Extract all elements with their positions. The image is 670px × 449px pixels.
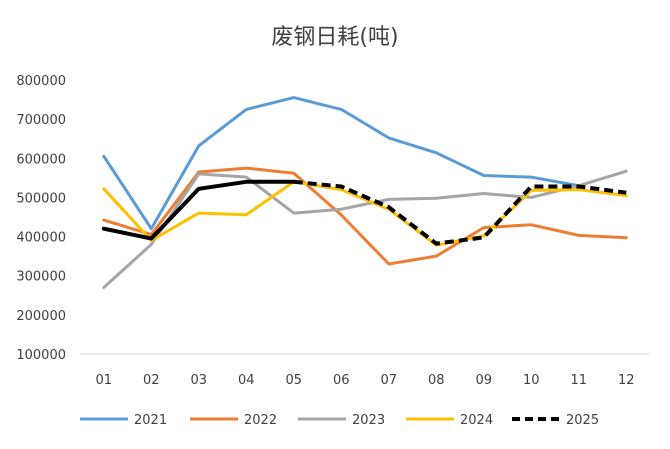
data-point-2023 (482, 192, 485, 195)
series-line-2023 (102, 169, 628, 289)
data-point-2022 (245, 167, 248, 170)
series-line-2022 (102, 166, 628, 266)
series-2025 (101, 179, 628, 246)
series-line-2025-solid (101, 179, 296, 241)
x-tick-label: 05 (285, 373, 302, 388)
x-tick-label: 09 (475, 373, 492, 388)
data-point-2023 (625, 170, 628, 173)
legend-item-2021: 2021 (80, 413, 167, 428)
x-tick-label: 01 (95, 373, 112, 388)
data-point-2024 (197, 212, 200, 215)
legend-label: 2024 (460, 413, 493, 428)
data-point-2021 (150, 227, 153, 230)
y-tick-label: 300000 (16, 270, 66, 285)
data-point-2025 (577, 185, 580, 188)
data-point-2025 (482, 236, 485, 239)
data-point-2023 (340, 208, 343, 211)
series-2023 (102, 169, 628, 289)
data-point-2023 (150, 243, 153, 246)
series-2022 (102, 166, 628, 266)
y-tick-label: 700000 (16, 113, 66, 128)
data-point-2022 (340, 214, 343, 217)
data-point-2023 (197, 172, 200, 175)
data-point-2025 (197, 187, 200, 190)
data-point-2021 (530, 176, 533, 179)
data-point-2025 (340, 185, 343, 188)
data-point-2021 (102, 155, 105, 158)
data-point-2023 (245, 176, 248, 179)
series-line-2021 (102, 96, 581, 231)
data-point-2023 (530, 196, 533, 199)
data-point-2021 (482, 174, 485, 177)
legend-item-2025: 2025 (512, 413, 599, 428)
legend-item-2023: 2023 (298, 413, 385, 428)
data-point-2021 (340, 108, 343, 111)
series-layer (101, 96, 628, 289)
x-axis-ticks: 01 02 03 04 05 06 07 08 09 10 11 12 (95, 373, 634, 388)
data-point-2025 (102, 227, 105, 230)
data-point-2022 (292, 172, 295, 175)
data-point-2022 (435, 255, 438, 258)
data-point-2024 (245, 213, 248, 216)
y-tick-label: 800000 (16, 74, 66, 89)
x-tick-label: 08 (428, 373, 445, 388)
data-point-2021 (197, 144, 200, 147)
legend-label: 2021 (134, 413, 167, 428)
series-line-2025-dashed (293, 179, 627, 246)
data-point-2022 (577, 234, 580, 237)
data-point-2021 (292, 96, 295, 99)
x-tick-label: 03 (190, 373, 207, 388)
x-tick-label: 10 (523, 373, 540, 388)
data-point-2023 (435, 197, 438, 200)
data-point-2023 (387, 198, 390, 201)
data-point-2022 (625, 236, 628, 239)
data-point-2025 (245, 180, 248, 183)
legend-label: 2022 (244, 413, 277, 428)
data-point-2022 (530, 223, 533, 226)
data-point-2025 (150, 237, 153, 240)
x-tick-label: 06 (333, 373, 350, 388)
data-point-2025 (292, 180, 295, 183)
y-tick-label: 100000 (16, 348, 66, 363)
legend-item-2024: 2024 (406, 413, 493, 428)
y-axis-ticks: 100000 200000 300000 400000 500000 600000 7000… (16, 74, 66, 363)
data-point-2025 (435, 242, 438, 245)
legend-item-2022: 2022 (190, 413, 277, 428)
data-point-2021 (435, 151, 438, 154)
data-point-2023 (292, 212, 295, 215)
legend: 2021 2022 2023 2024 2025 (80, 413, 599, 428)
data-point-2024 (102, 187, 105, 190)
data-point-2025 (387, 206, 390, 209)
legend-label: 2023 (352, 413, 385, 428)
data-point-2023 (102, 286, 105, 289)
data-point-2022 (387, 262, 390, 265)
y-tick-label: 400000 (16, 231, 66, 246)
data-point-2022 (482, 226, 485, 229)
data-point-2025 (530, 185, 533, 188)
series-line-2024 (102, 180, 628, 247)
y-tick-label: 200000 (16, 309, 66, 324)
x-tick-label: 07 (380, 373, 397, 388)
x-tick-label: 12 (618, 373, 635, 388)
series-2024 (102, 180, 628, 247)
data-point-2021 (245, 108, 248, 111)
data-point-2021 (387, 136, 390, 139)
x-tick-label: 11 (570, 373, 587, 388)
series-2021 (102, 96, 581, 231)
chart-title: 废钢日耗(吨) (271, 25, 398, 50)
x-tick-label: 02 (143, 373, 160, 388)
y-tick-label: 500000 (16, 191, 66, 206)
x-tick-label: 04 (238, 373, 255, 388)
data-point-2025 (625, 191, 628, 194)
data-point-2022 (102, 219, 105, 222)
legend-label: 2025 (566, 413, 599, 428)
y-tick-label: 600000 (16, 152, 66, 167)
